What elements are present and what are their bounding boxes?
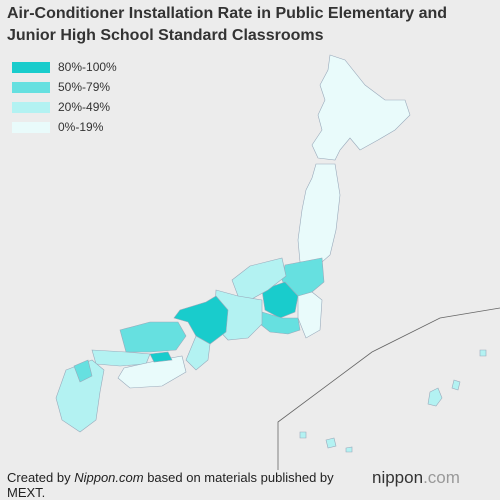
prefecture-region <box>55 359 105 433</box>
source-text: Created by <box>7 470 75 485</box>
logo-suffix: .com <box>423 468 460 487</box>
legend-swatch <box>12 62 50 73</box>
legend-swatch <box>12 102 50 113</box>
prefecture-region <box>261 281 299 319</box>
legend-label: 50%-79% <box>58 80 110 94</box>
map-regions <box>55 54 487 453</box>
source-note: Created by Nippon.com based on materials… <box>7 470 367 500</box>
prefecture-region <box>185 335 211 371</box>
legend-swatch <box>12 82 50 93</box>
prefecture-region <box>73 359 93 383</box>
prefecture-region <box>479 349 487 357</box>
prefecture-region <box>259 311 301 335</box>
prefecture-region <box>325 437 337 449</box>
prefecture-region <box>297 291 323 339</box>
title-line: Junior High School Standard Classrooms <box>7 27 324 44</box>
title-line: Air-Conditioner Installation Rate in Pub… <box>7 5 448 22</box>
prefecture-region <box>149 351 173 363</box>
prefecture-region <box>297 163 341 263</box>
legend-swatch <box>12 122 50 133</box>
legend: 80%-100% 50%-79% 20%-49% 0%-19% <box>12 60 117 134</box>
prefecture-region <box>427 387 443 407</box>
logo-main: nippon <box>372 468 424 487</box>
prefecture-region <box>299 431 307 439</box>
title: Air-Conditioner Installation Rate in Pub… <box>7 3 447 47</box>
prefecture-region <box>451 379 461 391</box>
prefecture-region <box>91 349 151 367</box>
prefecture-region <box>119 321 187 353</box>
inset-line <box>277 307 500 470</box>
prefecture-region <box>345 446 353 453</box>
legend-label: 20%-49% <box>58 100 110 114</box>
source-emphasis: Nippon.com <box>74 470 144 485</box>
legend-label: 0%-19% <box>58 120 104 134</box>
source-text: based on materials published by MEXT. <box>7 470 334 500</box>
legend-label: 80%-100% <box>58 60 117 74</box>
logo: nippon.com <box>372 468 460 488</box>
prefecture-region <box>311 54 411 161</box>
inset-border <box>277 307 500 470</box>
